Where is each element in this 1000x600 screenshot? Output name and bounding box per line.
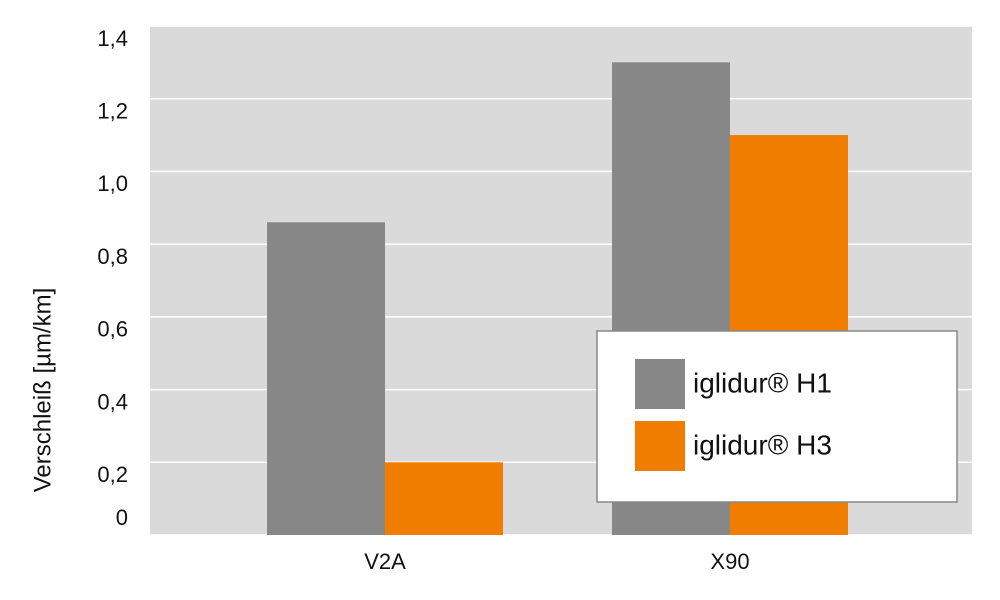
y-tick-label: 0,2 [97,462,128,487]
legend-label: iglidur® H1 [693,367,832,398]
y-tick-label: 1,4 [97,26,128,51]
legend-box [596,330,958,503]
legend-swatch [635,359,685,409]
y-tick-label: 0 [116,505,128,530]
y-tick-label: 0,6 [97,317,128,342]
bar [385,462,503,535]
legend-label: iglidur® H3 [693,429,832,460]
x-tick-label: V2A [364,549,406,574]
legend-swatch [635,421,685,471]
y-tick-label: 0,4 [97,389,128,414]
y-tick-label: 0,8 [97,244,128,269]
y-tick-label: 1,0 [97,171,128,196]
y-tick-label: 1,2 [97,99,128,124]
bar [267,222,385,536]
y-axis-label: Verschleiß [µm/km] [29,288,56,493]
x-tick-label: X90 [710,549,749,574]
